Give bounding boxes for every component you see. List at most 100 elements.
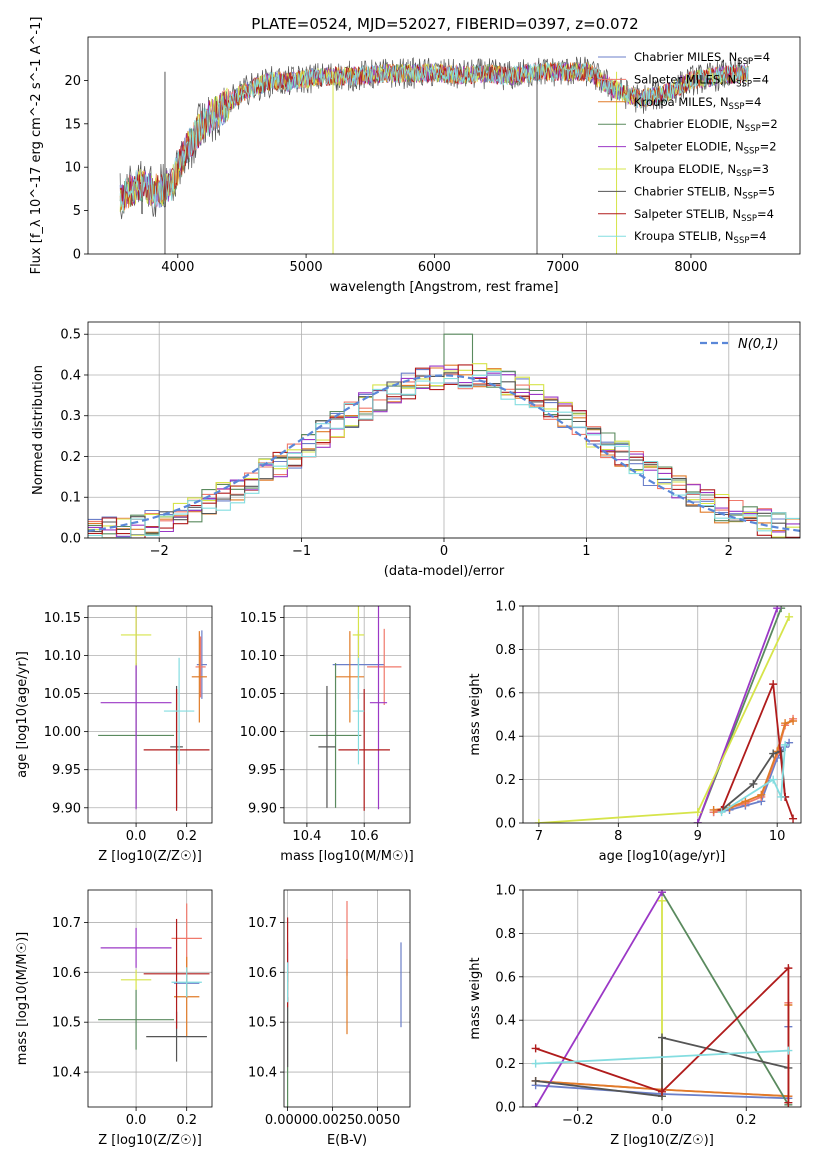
weight-marker bbox=[658, 1087, 666, 1096]
y-tick-label: 10.5 bbox=[52, 1016, 81, 1031]
legend-entry: Salpeter ELODIE, NSSP=2 bbox=[634, 140, 777, 157]
weight-line bbox=[720, 683, 794, 820]
legend-entry: Salpeter STELIB, NSSP=4 bbox=[634, 207, 774, 224]
legend-nssp: =4 bbox=[752, 72, 769, 86]
x-tick-label: 7000 bbox=[546, 260, 579, 275]
legend-entry: Salpeter MILES, NSSP=4 bbox=[634, 72, 769, 89]
weight-marker bbox=[789, 717, 798, 726]
weight-marker bbox=[658, 896, 666, 905]
y-tick-label: 9.90 bbox=[52, 801, 81, 816]
legend-subscript: SSP bbox=[729, 102, 745, 112]
x-tick-label: 0 bbox=[440, 544, 448, 559]
weight-marker bbox=[693, 808, 702, 817]
legend-name: Kroupa ELODIE, N bbox=[634, 162, 736, 176]
y-tick-label: 0.0 bbox=[60, 532, 81, 547]
weight-marker bbox=[658, 1033, 666, 1042]
weight-marker bbox=[785, 612, 794, 621]
legend-name: Salpeter ELODIE, N bbox=[634, 140, 744, 154]
x-axis-label: wavelength [Angstrom, rest frame] bbox=[330, 280, 559, 295]
weight-marker bbox=[531, 1059, 540, 1068]
y-tick-label: 10.10 bbox=[44, 649, 81, 664]
y-tick-label: 5 bbox=[73, 204, 81, 219]
y-tick-label: 0.3 bbox=[60, 409, 81, 424]
y-tick-label: 0.0 bbox=[495, 1101, 516, 1116]
x-tick-label: 0.2 bbox=[736, 1113, 757, 1128]
x-tick-label: 0.0 bbox=[652, 1113, 673, 1128]
legend-nssp: =4 bbox=[744, 95, 761, 109]
x-tick-label: 0.0050 bbox=[355, 1113, 401, 1128]
y-tick-label: 9.95 bbox=[52, 763, 81, 778]
weight-marker bbox=[769, 749, 778, 758]
weight-marker bbox=[658, 890, 666, 897]
weight-marker bbox=[784, 1046, 793, 1055]
y-tick-label: 10.15 bbox=[44, 611, 81, 626]
y-tick-label: 9.90 bbox=[248, 801, 277, 816]
axes-frame bbox=[283, 605, 411, 824]
y-tick-label: 0.6 bbox=[495, 686, 516, 701]
axes-frame bbox=[87, 605, 213, 824]
legend-subscript: SSP bbox=[742, 191, 758, 201]
legend-nssp: =5 bbox=[758, 184, 775, 198]
plot-area bbox=[534, 606, 798, 823]
weight-line bbox=[721, 744, 786, 813]
x-tick-label: 6000 bbox=[418, 260, 451, 275]
legend-entry: Chabrier MILES, NSSP=4 bbox=[634, 50, 770, 67]
weight-line bbox=[535, 1036, 789, 1098]
x-tick-label: 8 bbox=[614, 829, 622, 844]
y-axis-label: mass weight bbox=[468, 957, 483, 1039]
y-axis-label: mass weight bbox=[468, 673, 483, 755]
x-tick-label: −1 bbox=[292, 544, 311, 559]
y-axis-label: Normed distribution bbox=[31, 365, 46, 495]
x-axis-label: Z [log10(Z/Z☉)] bbox=[610, 1133, 714, 1148]
legend-subscript: SSP bbox=[741, 214, 757, 224]
y-tick-label: 10.4 bbox=[248, 1066, 277, 1081]
x-tick-label: 0.2 bbox=[176, 1113, 197, 1128]
x-tick-label: 9 bbox=[694, 829, 702, 844]
y-tick-label: 10.6 bbox=[52, 966, 81, 981]
y-tick-label: 15 bbox=[64, 117, 81, 132]
legend-subscript: SSP bbox=[734, 236, 750, 246]
weight-marker bbox=[777, 792, 786, 801]
legend-name: Salpeter MILES, N bbox=[634, 72, 736, 86]
histogram-series bbox=[88, 365, 800, 538]
plot-area bbox=[98, 606, 210, 811]
weight-marker bbox=[749, 779, 758, 788]
x-axis-label: mass [log10(M/M☉)] bbox=[280, 849, 413, 864]
reference-gaussian bbox=[88, 374, 800, 532]
legend-nssp: =3 bbox=[752, 162, 769, 176]
weight-line bbox=[661, 891, 790, 1106]
weight-marker bbox=[784, 964, 793, 973]
axes-frame bbox=[283, 889, 411, 1108]
y-tick-label: 0.4 bbox=[495, 730, 516, 745]
y-axis-label: Flux [f_λ 10^-17 erg cm^-2 s^-1 A^-1] bbox=[29, 17, 44, 275]
x-tick-label: 10 bbox=[769, 829, 786, 844]
weight-marker bbox=[757, 790, 766, 799]
x-tick-label: 1 bbox=[582, 544, 590, 559]
y-tick-label: 10.7 bbox=[52, 916, 81, 931]
y-tick-label: 0 bbox=[73, 248, 81, 263]
plot-area bbox=[287, 900, 402, 1107]
legend-subscript: SSP bbox=[737, 57, 753, 67]
x-tick-label: −2 bbox=[150, 544, 169, 559]
weight-marker bbox=[789, 814, 798, 823]
panel-mass-vs-EBV: 0.0000 0.0025 0.0050 10.4 10.5 10.6 10.7 E(B-V) bbox=[248, 889, 411, 1148]
weight-line bbox=[535, 965, 790, 1103]
legend-subscript: SSP bbox=[736, 79, 752, 89]
y-tick-label: 10.00 bbox=[44, 725, 81, 740]
legend-nssp: =4 bbox=[757, 207, 774, 221]
x-tick-label: −0.2 bbox=[562, 1113, 594, 1128]
panel-age-vs-mass: 10.4 10.6 9.90 9.95 10.00 10.05 10.10 10.15 mass… bbox=[240, 605, 414, 864]
legend-name: Chabrier ELODIE, N bbox=[634, 117, 745, 131]
weight-marker bbox=[531, 1076, 540, 1085]
spectrum-line-kroupa-elodie bbox=[119, 62, 749, 212]
x-tick-label: 10.6 bbox=[350, 829, 379, 844]
y-tick-label: 0.0 bbox=[495, 817, 516, 832]
y-tick-label: 0.4 bbox=[60, 368, 81, 383]
panel-residuals: −2 −1 0 1 2 0.0 0.1 0.2 0.3 0.4 0.5 (data-model)/er… bbox=[31, 321, 801, 579]
weight-marker bbox=[717, 808, 726, 817]
x-tick-label: 0.0 bbox=[126, 829, 147, 844]
y-tick-label: 10.10 bbox=[240, 649, 277, 664]
y-tick-label: 0.1 bbox=[60, 491, 81, 506]
x-tick-label: 10.4 bbox=[292, 829, 321, 844]
